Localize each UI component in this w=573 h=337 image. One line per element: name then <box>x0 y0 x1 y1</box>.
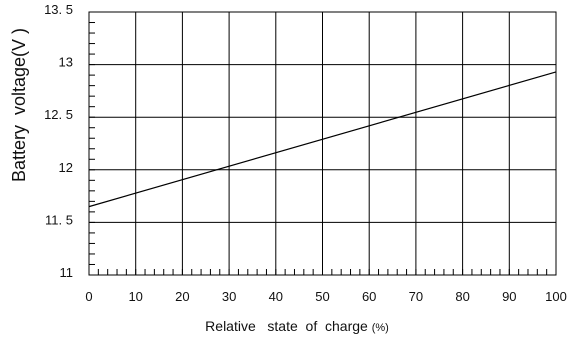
x-tick-label: 30 <box>222 289 236 304</box>
y-tick-label: 13 <box>59 55 73 70</box>
voltage-line <box>88 71 557 208</box>
x-tick-labels: 0 10 20 30 40 50 60 70 80 90 100 <box>85 289 566 304</box>
x-tick-label: 60 <box>362 289 376 304</box>
x-axis-title: Relative state of charge (%) <box>205 318 389 334</box>
series-layer <box>88 71 557 208</box>
grid-lines <box>89 12 556 275</box>
x-tick-label: 80 <box>455 289 469 304</box>
x-axis-title-text: Relative state of charge <box>205 318 368 334</box>
y-tick-label: 12 <box>59 160 73 175</box>
minor-ticks <box>89 22 548 275</box>
x-tick-label: 40 <box>269 289 283 304</box>
y-tick-label: 11. 5 <box>45 212 73 227</box>
x-tick-label: 70 <box>409 289 423 304</box>
plot-frame <box>88 11 557 276</box>
x-tick-label: 20 <box>175 289 189 304</box>
y-tick-label: 12. 5 <box>44 107 73 122</box>
x-tick-label: 50 <box>315 289 329 304</box>
x-axis-unit: (%) <box>372 322 389 334</box>
y-tick-labels: 11 11. 5 12 12. 5 13 13. 5 <box>44 2 73 280</box>
x-tick-label: 0 <box>85 289 92 304</box>
y-tick-label: 13. 5 <box>44 2 73 17</box>
x-tick-label: 90 <box>502 289 516 304</box>
x-tick-label: 100 <box>545 289 567 304</box>
y-axis-title: Battery voltage(V ) <box>9 28 29 182</box>
y-tick-label: 11 <box>60 265 74 280</box>
x-tick-label: 10 <box>128 289 142 304</box>
